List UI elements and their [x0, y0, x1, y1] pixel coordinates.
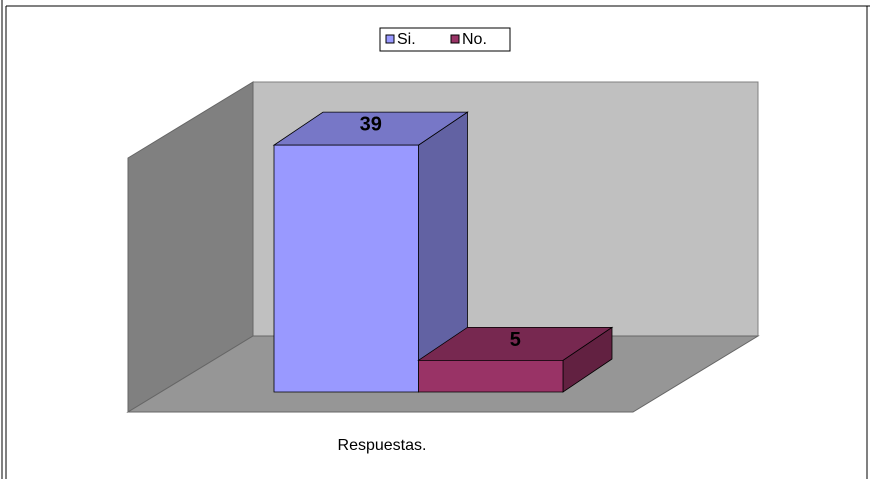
legend-label: No.: [462, 31, 487, 48]
bar-face: [418, 359, 564, 393]
bar: [417, 326, 614, 393]
bar: [272, 111, 469, 393]
bar-face: [273, 144, 419, 393]
legend-swatch: [385, 34, 395, 44]
legend-swatch: [450, 34, 460, 44]
legend: [379, 27, 511, 52]
data-label: 5: [510, 329, 521, 351]
data-label: 39: [360, 114, 382, 136]
x-tick-label: Respuestas.: [338, 437, 427, 454]
legend-label: Si.: [397, 31, 416, 48]
